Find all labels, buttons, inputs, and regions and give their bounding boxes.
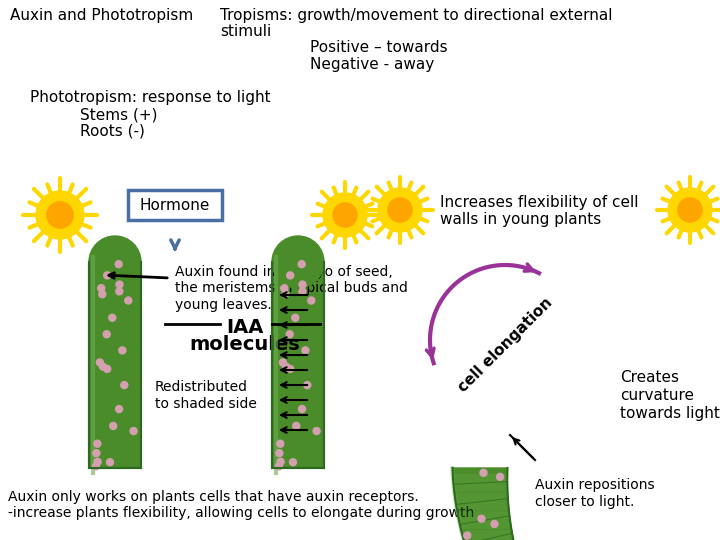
Text: Redistributed: Redistributed xyxy=(155,380,248,394)
Text: young leaves.: young leaves. xyxy=(175,298,271,312)
Text: closer to light.: closer to light. xyxy=(535,495,634,509)
Circle shape xyxy=(281,285,288,292)
Circle shape xyxy=(47,202,73,228)
Circle shape xyxy=(289,458,297,465)
Text: Auxin and Phototropism: Auxin and Phototropism xyxy=(10,8,193,23)
Circle shape xyxy=(678,198,702,222)
Circle shape xyxy=(378,188,422,232)
Circle shape xyxy=(276,450,283,457)
Text: IAA: IAA xyxy=(226,318,264,337)
Circle shape xyxy=(282,291,289,298)
Circle shape xyxy=(272,236,324,288)
Circle shape xyxy=(276,440,284,447)
Circle shape xyxy=(279,359,287,366)
Text: towards light: towards light xyxy=(620,406,720,421)
Text: Increases flexibility of cell: Increases flexibility of cell xyxy=(440,195,639,210)
FancyBboxPatch shape xyxy=(456,492,508,510)
FancyBboxPatch shape xyxy=(128,190,222,220)
Circle shape xyxy=(478,515,485,522)
Text: Tropisms: growth/movement to directional external: Tropisms: growth/movement to directional… xyxy=(220,8,613,23)
Text: curvature: curvature xyxy=(620,388,694,403)
Circle shape xyxy=(293,422,300,429)
Circle shape xyxy=(287,272,294,279)
Text: molecules: molecules xyxy=(189,335,300,354)
Circle shape xyxy=(292,314,299,321)
Circle shape xyxy=(109,422,117,429)
Circle shape xyxy=(104,366,111,373)
Circle shape xyxy=(125,297,132,304)
Circle shape xyxy=(103,330,110,338)
Circle shape xyxy=(313,428,320,435)
Text: stimuli: stimuli xyxy=(220,24,271,39)
Circle shape xyxy=(307,297,315,304)
Text: Roots (-): Roots (-) xyxy=(80,124,145,139)
Text: Creates: Creates xyxy=(620,370,679,385)
FancyBboxPatch shape xyxy=(464,530,513,540)
Text: Phototropism: response to light: Phototropism: response to light xyxy=(30,90,271,105)
Text: Auxin found in embryo of seed,: Auxin found in embryo of seed, xyxy=(175,265,392,279)
FancyBboxPatch shape xyxy=(459,511,510,529)
Circle shape xyxy=(96,359,104,366)
Circle shape xyxy=(99,363,107,370)
Circle shape xyxy=(116,288,123,295)
Polygon shape xyxy=(452,468,580,540)
Text: Auxin repositions: Auxin repositions xyxy=(535,478,654,492)
Circle shape xyxy=(94,458,101,465)
Circle shape xyxy=(302,347,309,354)
Circle shape xyxy=(275,463,282,470)
Circle shape xyxy=(287,366,294,373)
FancyBboxPatch shape xyxy=(89,262,141,468)
Circle shape xyxy=(89,236,141,288)
Circle shape xyxy=(104,272,111,279)
Text: cell elongation: cell elongation xyxy=(455,295,555,395)
Text: to shaded side: to shaded side xyxy=(155,397,257,411)
Circle shape xyxy=(333,203,357,227)
Circle shape xyxy=(277,458,284,465)
Circle shape xyxy=(299,406,305,413)
Text: Negative - away: Negative - away xyxy=(310,57,434,72)
Circle shape xyxy=(282,363,289,370)
Circle shape xyxy=(115,406,122,413)
Circle shape xyxy=(130,428,137,435)
Text: Hormone: Hormone xyxy=(140,198,210,213)
Circle shape xyxy=(94,440,101,447)
Circle shape xyxy=(388,198,412,222)
Circle shape xyxy=(299,281,306,288)
Circle shape xyxy=(298,261,305,268)
FancyBboxPatch shape xyxy=(272,262,324,468)
Circle shape xyxy=(93,450,100,457)
Circle shape xyxy=(497,474,503,481)
Text: Stems (+): Stems (+) xyxy=(80,107,158,122)
Text: Positive – towards: Positive – towards xyxy=(310,40,448,55)
Circle shape xyxy=(480,469,487,476)
Circle shape xyxy=(116,281,123,288)
Circle shape xyxy=(92,463,99,470)
Text: Auxin only works on plants cells that have auxin receptors.: Auxin only works on plants cells that ha… xyxy=(8,490,419,504)
FancyBboxPatch shape xyxy=(454,474,507,492)
Circle shape xyxy=(121,382,127,389)
Circle shape xyxy=(119,347,126,354)
Circle shape xyxy=(115,261,122,268)
Circle shape xyxy=(464,532,471,539)
Circle shape xyxy=(36,191,84,239)
Circle shape xyxy=(304,382,311,389)
Text: the meristems of apical buds and: the meristems of apical buds and xyxy=(175,281,408,295)
Circle shape xyxy=(99,291,106,298)
Text: walls in young plants: walls in young plants xyxy=(440,212,601,227)
Circle shape xyxy=(491,521,498,528)
Circle shape xyxy=(286,330,293,338)
Circle shape xyxy=(299,288,306,295)
Circle shape xyxy=(668,188,712,232)
Circle shape xyxy=(323,193,367,237)
Text: -increase plants flexibility, allowing cells to elongate during growth: -increase plants flexibility, allowing c… xyxy=(8,506,474,520)
Circle shape xyxy=(107,458,114,465)
Circle shape xyxy=(109,314,116,321)
Circle shape xyxy=(98,285,104,292)
